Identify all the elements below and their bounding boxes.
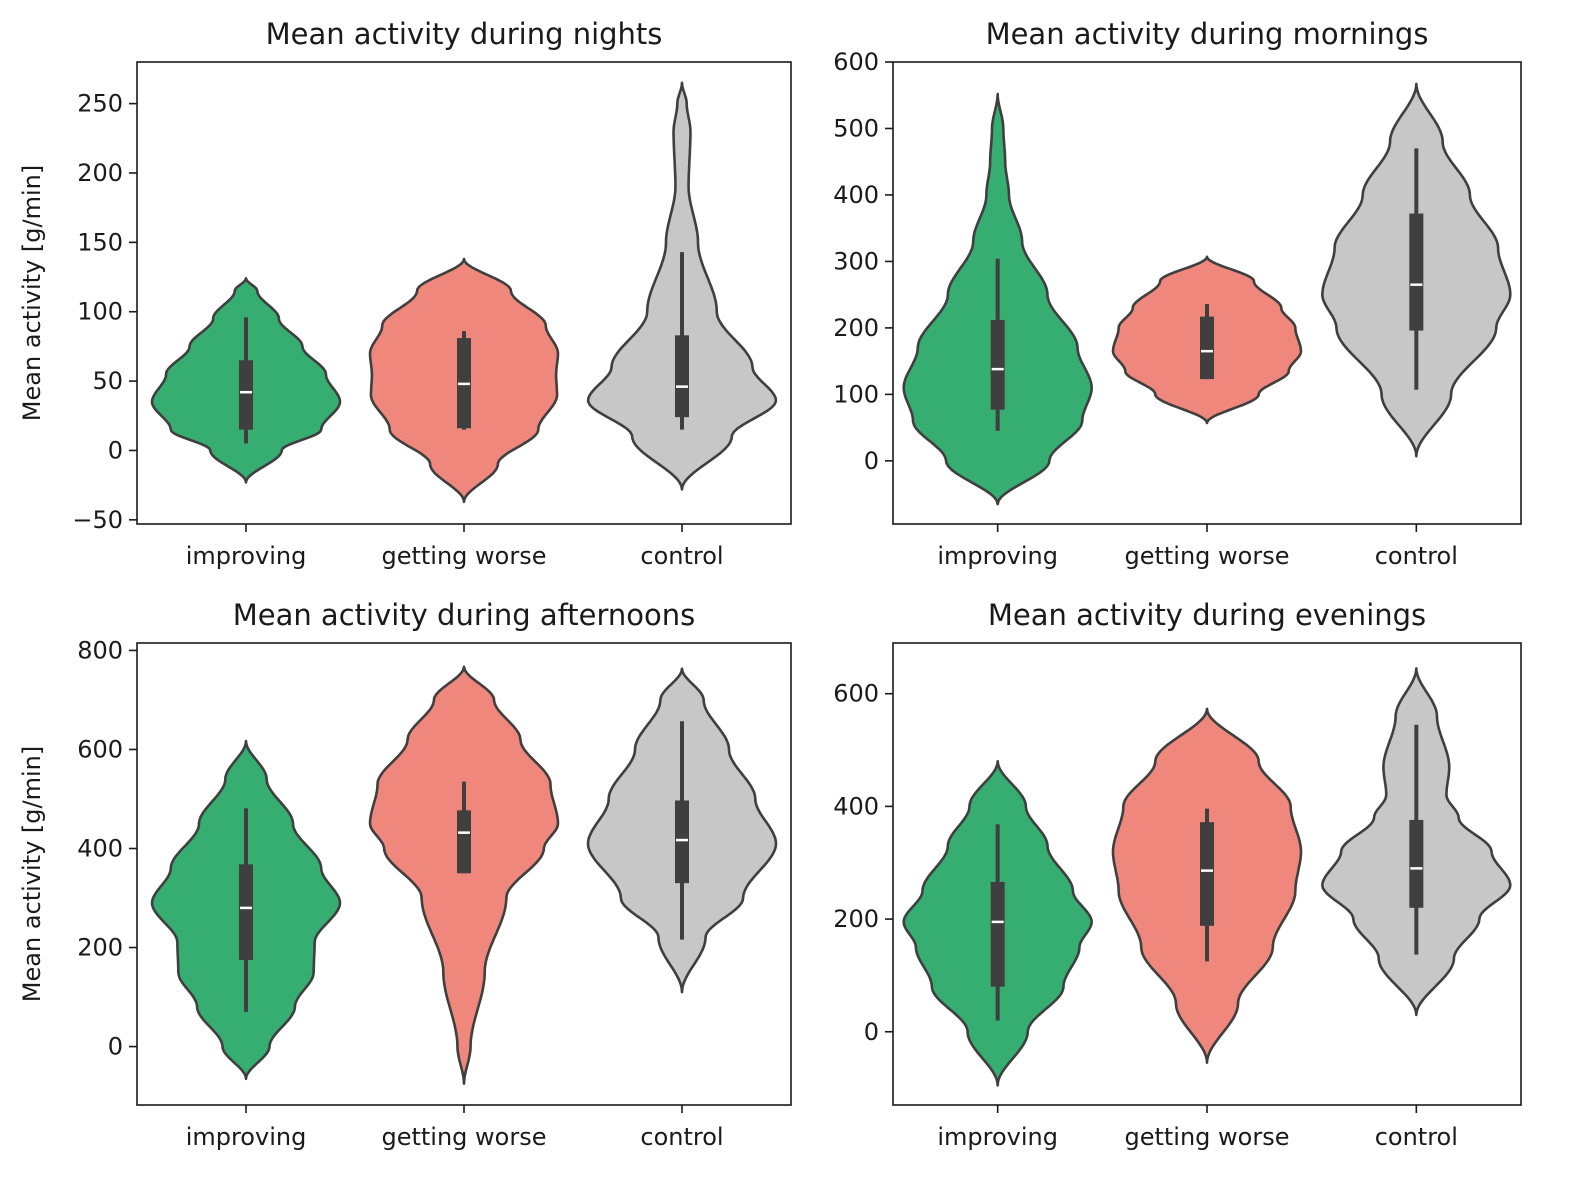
iqr-box-improving <box>239 360 253 430</box>
x-tick-label: improving <box>937 1123 1058 1151</box>
y-tick-label: 200 <box>833 905 879 933</box>
panel-nights: Mean activity during nights Mean activit… <box>18 17 792 570</box>
y-tick-label: 600 <box>833 48 879 76</box>
x-tick-label: improving <box>186 1123 307 1151</box>
panel-title: Mean activity during mornings <box>986 17 1429 51</box>
y-tick-label: 100 <box>833 380 879 408</box>
iqr-box-getting-worse <box>457 810 471 874</box>
y-tick-label: 100 <box>77 298 123 326</box>
iqr-box-improving <box>990 319 1005 410</box>
panel-afternoons: Mean activity during afternoons Mean act… <box>18 598 792 1151</box>
y-tick-label: 400 <box>833 792 879 820</box>
y-tick-label: 150 <box>77 228 123 256</box>
x-tick-label: control <box>640 1123 723 1151</box>
iqr-box-getting-worse <box>1200 822 1214 926</box>
y-tick-label: −50 <box>72 506 123 534</box>
panel-mornings: Mean activity during mornings 0 100 200 300… <box>833 17 1522 570</box>
iqr-box-getting-worse <box>1200 316 1214 380</box>
y-tick-label: 600 <box>833 680 879 708</box>
iqr-box-control <box>1409 213 1424 331</box>
y-tick-label: 0 <box>108 436 123 464</box>
y-tick-label: 500 <box>833 114 879 142</box>
y-tick-label: 200 <box>833 314 879 342</box>
x-tick-label: control <box>1375 1123 1458 1151</box>
x-tick-label: getting worse <box>1124 1123 1289 1151</box>
x-tick-label: improving <box>186 542 307 570</box>
y-axis-label: Mean activity [g/min] <box>18 165 46 421</box>
panel-title: Mean activity during afternoons <box>233 598 696 632</box>
y-tick-label: 0 <box>864 1018 879 1046</box>
x-tick-label: improving <box>937 542 1058 570</box>
y-tick-label: 200 <box>77 934 123 962</box>
x-tick-label: getting worse <box>381 542 546 570</box>
y-tick-label: 0 <box>108 1033 123 1061</box>
y-axis-label: Mean activity [g/min] <box>18 746 46 1002</box>
violin-getting-worse <box>368 665 560 1085</box>
iqr-box-control <box>675 335 689 418</box>
panel-evenings: Mean activity during evenings 0 200 400 600… <box>833 598 1522 1151</box>
panel-title: Mean activity during evenings <box>988 598 1426 632</box>
iqr-box-control <box>1409 819 1424 908</box>
y-tick-label: 250 <box>77 90 123 118</box>
y-tick-label: 50 <box>92 367 123 395</box>
x-tick-label: getting worse <box>381 1123 546 1151</box>
y-tick-label: 800 <box>77 636 123 664</box>
y-tick-label: 200 <box>77 159 123 187</box>
y-tick-label: 0 <box>864 447 879 475</box>
y-tick-label: 300 <box>833 247 879 275</box>
y-tick-label: 400 <box>833 181 879 209</box>
y-tick-label: 600 <box>77 735 123 763</box>
x-tick-label: getting worse <box>1124 542 1289 570</box>
panel-title: Mean activity during nights <box>266 17 663 51</box>
x-tick-label: control <box>1375 542 1458 570</box>
iqr-box-control <box>675 800 689 884</box>
iqr-box-improving <box>239 864 253 960</box>
iqr-box-improving <box>990 881 1005 987</box>
x-tick-label: control <box>640 542 723 570</box>
y-tick-label: 400 <box>77 834 123 862</box>
